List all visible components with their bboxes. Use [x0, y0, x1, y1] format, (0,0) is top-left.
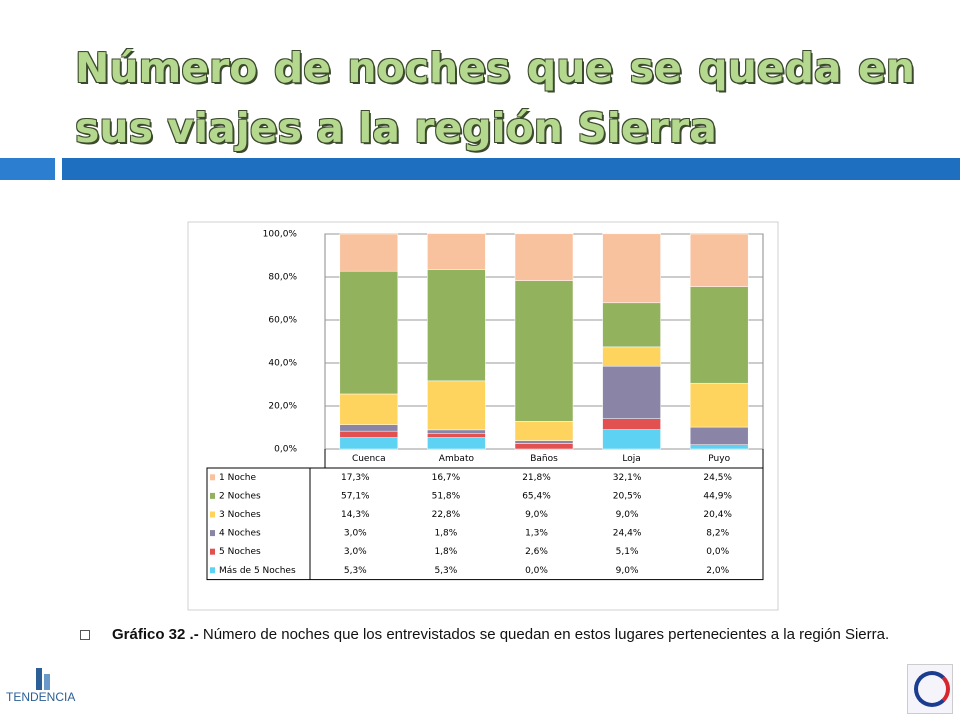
data-label: 9,0%	[616, 566, 639, 576]
legend-label: 3 Noches	[219, 510, 261, 520]
data-label: 21,8%	[522, 473, 551, 483]
data-label: 9,0%	[525, 510, 548, 520]
legend-swatch	[210, 492, 215, 499]
data-label: 20,5%	[613, 491, 642, 501]
data-label: 24,5%	[703, 473, 732, 483]
legend-swatch	[210, 474, 215, 481]
y-tick-label: 0,0%	[274, 445, 297, 455]
y-tick-label: 60,0%	[268, 316, 297, 326]
x-tick-label: Loja	[622, 454, 640, 464]
data-label: 51,8%	[432, 491, 461, 501]
caption: Gráfico 32 .- Número de noches que los e…	[112, 622, 912, 647]
bar-segment	[339, 233, 399, 272]
y-tick-label: 100,0%	[263, 230, 298, 240]
data-label: 9,0%	[616, 510, 639, 520]
data-label: 5,1%	[616, 547, 639, 557]
bullet	[80, 630, 90, 640]
bar-segment	[427, 429, 486, 434]
bar-segment	[339, 430, 399, 438]
data-label: 1,3%	[525, 529, 548, 539]
data-label: 20,4%	[703, 510, 732, 520]
caption-text: Número de noches que los entrevistados s…	[202, 626, 890, 643]
x-tick-label: Puyo	[708, 454, 730, 464]
bar-segment	[689, 444, 749, 450]
legend-swatch	[210, 567, 215, 574]
legend-swatch	[210, 530, 215, 537]
y-tick-label: 20,0%	[268, 402, 297, 412]
slide-title: Número de noches que se queda en sus via…	[75, 44, 915, 152]
accent-bar	[62, 158, 960, 180]
data-label: 2,6%	[525, 547, 548, 557]
accent-square	[0, 158, 55, 180]
bar-segment	[602, 429, 661, 450]
bar-segment	[339, 437, 399, 450]
data-label: 1,8%	[434, 547, 457, 557]
legend-swatch	[210, 548, 215, 555]
data-label: 24,4%	[613, 529, 642, 539]
bar-segment	[427, 269, 486, 382]
bar-segment	[602, 346, 661, 367]
bar-segment	[689, 382, 749, 428]
bar-segment	[514, 421, 574, 441]
data-label: 16,7%	[432, 473, 461, 483]
data-label: 17,3%	[341, 473, 370, 483]
logo: TENDENCIA	[6, 668, 86, 708]
bar-segment	[339, 393, 399, 425]
data-label: 65,4%	[522, 491, 551, 501]
legend-swatch	[210, 511, 215, 518]
bar-segment	[427, 233, 486, 270]
caption-label: Gráfico 32 .-	[112, 626, 199, 643]
data-label: 32,1%	[613, 473, 642, 483]
x-tick-label: Cuenca	[352, 454, 386, 464]
data-label: 0,0%	[525, 566, 548, 576]
data-label: 2,0%	[706, 566, 729, 576]
data-label: 0,0%	[706, 547, 729, 557]
bar-segment	[602, 418, 661, 430]
data-label: 22,8%	[432, 510, 461, 520]
bar-segment	[602, 365, 661, 419]
bar-segment	[427, 437, 486, 450]
y-tick-label: 80,0%	[268, 273, 297, 283]
bar-segment	[689, 426, 749, 445]
y-tick-label: 40,0%	[268, 359, 297, 369]
bar-segment	[602, 302, 661, 348]
bar-segment	[427, 380, 486, 431]
legend-label: Más de 5 Noches	[219, 566, 296, 576]
data-label: 5,3%	[344, 566, 367, 576]
x-tick-label: Ambato	[439, 454, 475, 464]
data-label: 3,0%	[344, 547, 367, 557]
data-label: 14,3%	[341, 510, 370, 520]
x-tick-label: Baños	[530, 454, 558, 464]
legend-label: 4 Noches	[219, 529, 261, 539]
data-label: 8,2%	[706, 529, 729, 539]
bar-segment	[339, 424, 399, 432]
bar-segment	[514, 280, 574, 422]
bar-segment	[514, 443, 574, 450]
data-label: 57,1%	[341, 491, 370, 501]
legend-label: 5 Noches	[219, 547, 261, 557]
data-label: 1,8%	[434, 529, 457, 539]
sponsor-logo	[907, 664, 953, 714]
data-label: 3,0%	[344, 529, 367, 539]
bar-segment	[514, 233, 574, 281]
bar-segment	[514, 440, 574, 444]
legend-label: 1 Noche	[219, 473, 256, 483]
logo-text: TENDENCIA	[6, 690, 76, 704]
bar-segment	[427, 433, 486, 438]
bar-segment	[689, 286, 749, 384]
bar-segment	[689, 233, 749, 287]
bar-segment	[339, 270, 399, 395]
data-label: 44,9%	[703, 491, 732, 501]
data-label: 5,3%	[434, 566, 457, 576]
bar-segment	[602, 233, 661, 304]
legend-label: 2 Noches	[219, 491, 261, 501]
